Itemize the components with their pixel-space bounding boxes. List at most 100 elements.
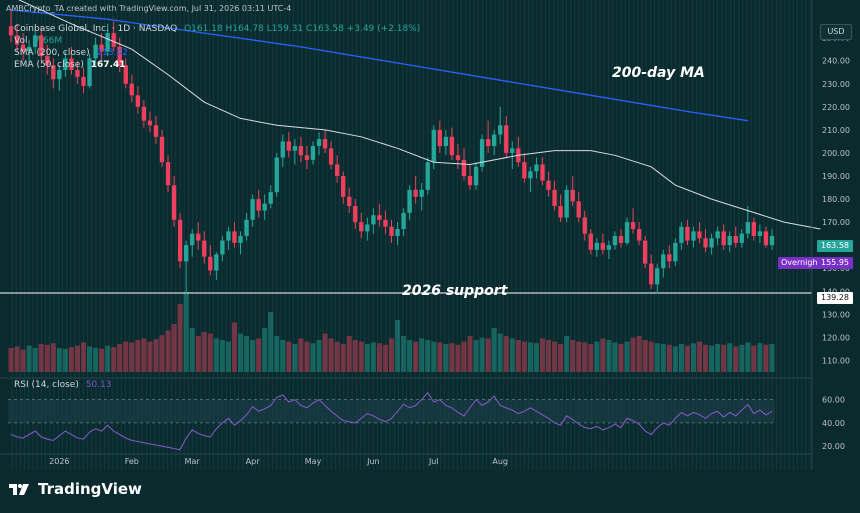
volume-bar	[648, 341, 654, 372]
tradingview-logo-icon	[9, 484, 29, 495]
candle-body	[238, 235, 243, 243]
candle-body	[153, 125, 159, 137]
volume-bar	[388, 338, 395, 372]
volume-bar	[86, 346, 93, 372]
candle-body	[504, 125, 509, 153]
candle-body	[510, 148, 515, 153]
volume-bar	[721, 344, 727, 372]
ohlc-high: H164.78	[225, 24, 264, 34]
candle-body	[661, 254, 666, 269]
candle-body	[292, 146, 298, 151]
candle-body	[341, 176, 346, 197]
volume-bar	[189, 328, 195, 372]
ema-legend[interactable]: EMA (50, close) 167.41	[14, 60, 125, 70]
time-tick-label: Mar	[185, 457, 201, 466]
candle-body	[69, 58, 74, 70]
sma-legend[interactable]: SMA (200, close) 213.42	[14, 48, 128, 58]
candle-body	[322, 139, 328, 149]
volume-bar	[213, 338, 219, 372]
volume-bar	[99, 348, 105, 372]
volume-bar	[757, 343, 763, 372]
volume-bar	[739, 344, 745, 372]
volume-bar	[576, 341, 582, 372]
candle-body	[485, 139, 491, 147]
volume-bar	[660, 344, 666, 372]
candle-body	[437, 129, 442, 147]
volume-bar	[207, 333, 213, 372]
candle-body	[250, 199, 255, 220]
volume-bar	[678, 344, 684, 372]
volume-bar	[437, 342, 443, 372]
candle-body	[304, 155, 310, 160]
candle-body	[310, 146, 316, 160]
sma-label: SMA (200, close)	[14, 48, 90, 58]
volume-bar	[50, 343, 56, 372]
overnight-label: Overnight	[781, 258, 821, 267]
volume-bar	[171, 324, 177, 372]
candle-body	[733, 235, 738, 243]
candle-body	[93, 44, 98, 59]
volume-bar	[636, 336, 642, 372]
currency-button[interactable]: USD	[820, 24, 852, 40]
volume-bar	[165, 330, 171, 372]
candle-body	[256, 199, 261, 211]
volume-bar	[322, 333, 328, 372]
support-annotation: 2026 support	[402, 283, 508, 299]
candle-body	[87, 58, 92, 87]
volume-bar	[111, 347, 117, 372]
rsi-band	[8, 399, 775, 423]
candle-body	[334, 164, 340, 177]
volume-bar	[177, 304, 183, 372]
candle-body	[558, 205, 563, 218]
candle-body	[763, 231, 769, 246]
tradingview-logo[interactable]: TradingView	[8, 480, 142, 498]
candle-body	[685, 226, 690, 241]
candle-body	[159, 136, 165, 163]
volume-bar	[485, 338, 491, 372]
candle-body	[123, 65, 128, 84]
volume-bar	[183, 292, 189, 372]
price-tick-label: 180.00	[822, 195, 850, 204]
candle-body	[655, 268, 660, 285]
ohlc-close: C163.58	[306, 24, 344, 34]
candle-body	[371, 215, 376, 225]
volume-bar	[461, 341, 467, 372]
volume-bar	[62, 348, 68, 372]
volume-bar	[684, 345, 690, 372]
volume-bar	[431, 341, 437, 372]
candle-body	[353, 205, 358, 223]
candle-body	[455, 155, 461, 160]
symbol-line[interactable]: Coinbase Global, Inc. · 1D · NASDAQ O161…	[14, 24, 420, 34]
candle-body	[105, 33, 110, 52]
volume-bar	[256, 338, 262, 372]
brand-name: TradingView	[38, 480, 142, 498]
overnight-badge: Overnight	[778, 257, 824, 269]
candle-body	[419, 189, 424, 197]
candle-body	[177, 219, 183, 262]
rsi-legend[interactable]: RSI (14, close) 50.13	[14, 380, 112, 390]
volume-bar	[231, 322, 238, 372]
volume-bar	[769, 344, 775, 372]
candle-body	[522, 162, 527, 179]
volume-bar	[340, 344, 346, 372]
volume-bar	[74, 345, 80, 372]
price-tick-label: 190.00	[822, 172, 850, 181]
volume-bar	[666, 344, 672, 372]
candle-body	[347, 196, 352, 206]
volume-value: 7.66M	[34, 36, 63, 46]
volume-bar	[745, 342, 751, 372]
candle-body	[679, 226, 684, 243]
price-tick-label: 220.00	[822, 103, 850, 112]
volume-bar	[564, 336, 570, 372]
candle-body	[618, 235, 624, 243]
candle-body	[552, 189, 557, 206]
volume-bar	[751, 345, 757, 372]
candle-body	[443, 136, 449, 147]
volume-legend[interactable]: Vol 7.66M	[14, 36, 62, 46]
sma-value: 213.42	[96, 48, 128, 58]
price-tick-label: 240.00	[822, 57, 850, 66]
overnight-price-badge: 155.95	[817, 257, 853, 269]
volume-bar	[715, 344, 721, 372]
